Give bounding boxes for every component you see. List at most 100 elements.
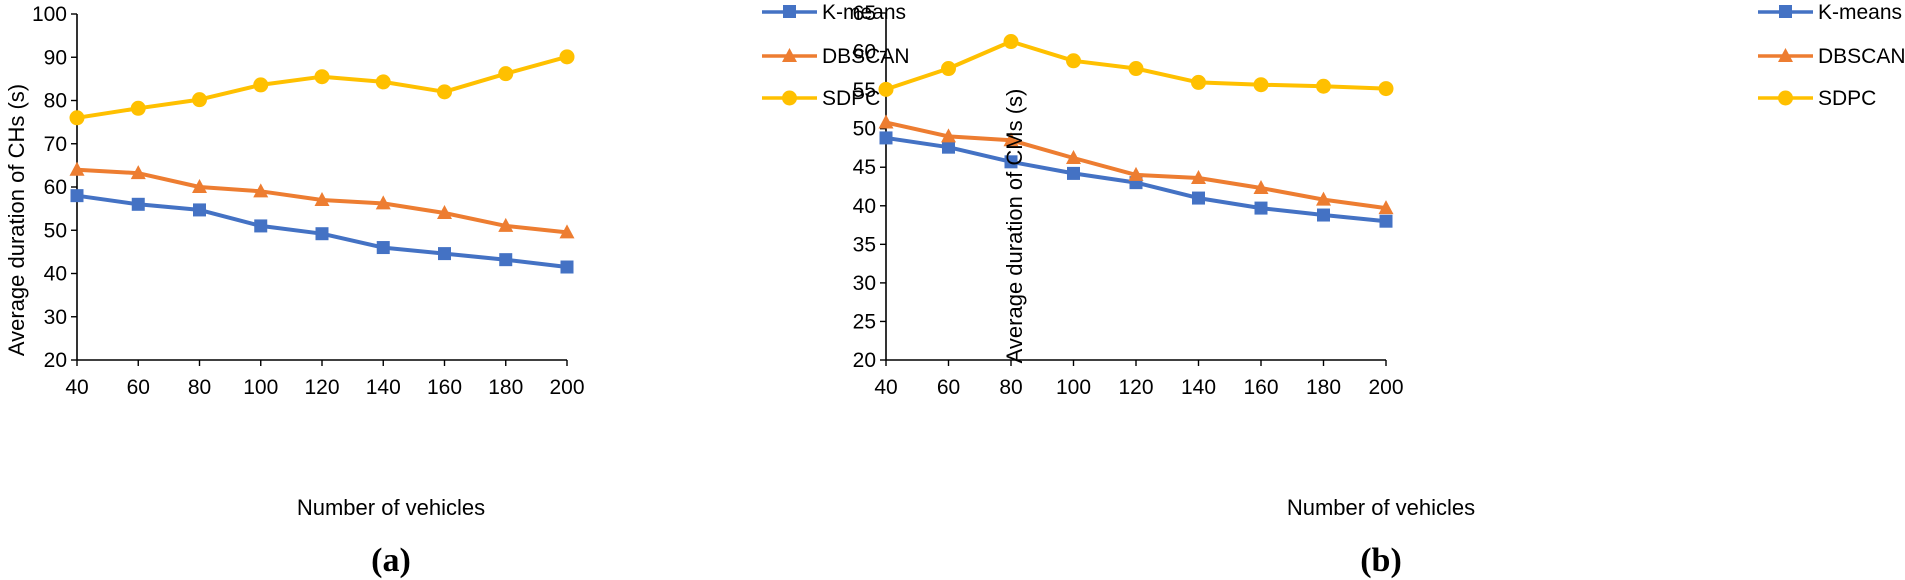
chart-a-x-tick-label: 40 — [65, 376, 88, 399]
chart-a-point-sdpc — [130, 100, 146, 116]
legend-sdpc-marker — [1778, 90, 1793, 106]
chart-b-point-dbscan — [878, 114, 894, 129]
chart-b-y-tick-label: 35 — [853, 233, 876, 256]
chart-b-y-tick-label: 65 — [853, 2, 876, 25]
chart-a-x-tick-label: 200 — [549, 376, 584, 399]
chart-b-point-kmeans — [1317, 208, 1330, 222]
chart-b-y-tick-label: 60 — [853, 41, 876, 64]
chart-a-point-kmeans — [70, 189, 84, 203]
chart-b-point-dbscan — [1066, 149, 1081, 164]
chart-a-point-dbscan — [314, 191, 330, 206]
chart-b-x-tick-label: 40 — [874, 376, 897, 399]
chart-a-point-kmeans — [193, 203, 206, 217]
chart-a-point-sdpc — [375, 74, 391, 90]
chart-b-x-tick-label: 180 — [1306, 376, 1341, 399]
chart-a-point-dbscan — [559, 224, 575, 239]
chart-a-point-sdpc — [559, 49, 575, 65]
chart-b-y-tick-label: 40 — [853, 195, 876, 218]
chart-b-y-tick-label: 30 — [853, 272, 876, 295]
chart-b-point-dbscan — [1253, 180, 1269, 195]
chart-b-point-dbscan — [1128, 166, 1144, 181]
chart-a-y-tick-label: 80 — [44, 90, 67, 113]
chart-b-x-tick-label: 100 — [1056, 376, 1091, 399]
chart-a-point-sdpc — [498, 66, 514, 82]
chart-b-point-dbscan — [1191, 170, 1206, 185]
chart-a-x-tick-label: 180 — [488, 376, 523, 399]
chart-a-point-dbscan — [192, 179, 207, 193]
chart-b-point-kmeans — [1067, 166, 1080, 180]
chart-panel-b: 20 25 30 35 40 45 50 55 60 65 40 60 80 100 120 140 160 18… — [853, 1, 1905, 579]
chart-b-point-dbscan — [1003, 132, 1019, 147]
chart-b-point-sdpc — [1191, 74, 1206, 90]
chart-a-point-kmeans — [254, 219, 268, 233]
chart-a-series-sdpc-line — [76, 54, 568, 120]
chart-a-point-dbscan — [130, 165, 146, 180]
chart-a-y-tick-label: 60 — [44, 176, 67, 199]
chart-b-point-dbscan — [941, 128, 956, 143]
chart-a-x-tick-label: 120 — [304, 376, 339, 399]
legend-dbscan-marker — [1778, 48, 1793, 62]
chart-b-y-tick-label: 25 — [853, 310, 876, 333]
chart-a-legend: K-means DBSCAN SDPC — [762, 1, 910, 110]
chart-b-y-tick-label: 50 — [853, 118, 876, 141]
chart-b-point-sdpc — [1378, 81, 1394, 97]
chart-a-x-tick-label: 80 — [188, 376, 211, 399]
chart-b-marks: 20 25 30 35 40 45 50 55 60 65 40 60 80 100 120 140 160 18… — [853, 2, 1404, 399]
chart-b-point-sdpc — [1003, 34, 1019, 50]
chart-a-point-kmeans — [560, 260, 574, 274]
chart-b-point-kmeans — [1379, 214, 1393, 228]
chart-b-point-sdpc — [1316, 78, 1331, 94]
chart-a-y-tick-label: 20 — [44, 349, 67, 372]
legend-sdpc-label: SDPC — [822, 87, 880, 110]
legend-kmeans-label: K-means — [1818, 1, 1902, 24]
chart-b-x-axis-title: Number of vehicles — [1287, 495, 1475, 520]
chart-a-point-kmeans — [499, 253, 513, 267]
chart-a-y-tick-label: 100 — [32, 3, 67, 26]
chart-a-y-tick-label: 70 — [44, 133, 67, 156]
chart-b-series-dbscan-line — [885, 120, 1387, 211]
chart-a-y-tick-label: 30 — [44, 306, 67, 329]
chart-a-y-tick-label: 40 — [44, 263, 67, 286]
chart-panel-a: 20 30 40 50 60 70 80 90 100 40 60 80 100 120 140 160 180… — [4, 1, 910, 579]
chart-a-y-tick-label: 90 — [44, 46, 67, 69]
chart-a-point-dbscan — [437, 204, 452, 219]
chart-a-panel-label: (a) — [371, 542, 411, 579]
legend-dbscan-label: DBSCAN — [1818, 45, 1905, 68]
chart-a-point-dbscan — [375, 195, 391, 210]
chart-a-point-kmeans — [315, 227, 329, 241]
legend-sdpc-label: SDPC — [1818, 87, 1876, 110]
chart-a-marks: 20 30 40 50 60 70 80 90 100 40 60 80 100 120 140 160 180… — [32, 3, 585, 399]
chart-b-x-tick-label: 60 — [937, 376, 960, 399]
chart-b-panel-letter: b — [1372, 542, 1391, 579]
legend-dbscan-marker — [782, 48, 797, 62]
chart-b-point-sdpc — [878, 81, 894, 97]
chart-a-x-tick-label: 60 — [127, 376, 150, 399]
chart-a-point-kmeans — [376, 241, 390, 255]
chart-a-point-kmeans — [131, 197, 145, 211]
chart-b-point-sdpc — [1253, 77, 1269, 93]
chart-a-x-tick-label: 160 — [427, 376, 462, 399]
chart-b-y-axis-title: Average duration of CMs (s) — [1002, 89, 1027, 364]
chart-a-point-sdpc — [253, 77, 269, 93]
chart-b-point-kmeans — [1004, 155, 1018, 169]
chart-a-point-sdpc — [69, 110, 85, 126]
legend-dbscan-label: DBSCAN — [822, 45, 910, 68]
chart-a-point-dbscan — [69, 161, 85, 176]
chart-b-point-sdpc — [941, 61, 956, 77]
chart-a-y-axis-title: Average duration of CHs (s) — [4, 84, 29, 356]
chart-b-point-dbscan — [1316, 191, 1331, 206]
chart-b-x-tick-label: 140 — [1181, 376, 1216, 399]
chart-a-point-sdpc — [192, 92, 207, 108]
chart-b-point-sdpc — [1066, 53, 1081, 69]
chart-a-panel-letter: a — [383, 542, 400, 579]
chart-b-y-tick-label: 20 — [853, 349, 876, 372]
chart-b-point-kmeans — [1192, 191, 1205, 205]
chart-a-point-dbscan — [253, 183, 269, 198]
legend-kmeans-marker — [1779, 5, 1792, 18]
chart-a-point-sdpc — [437, 84, 452, 100]
chart-b-point-kmeans — [1254, 201, 1268, 215]
chart-b-point-dbscan — [1378, 200, 1394, 215]
chart-a-y-tick-label: 50 — [44, 219, 67, 242]
chart-a-x-tick-label: 100 — [243, 376, 278, 399]
